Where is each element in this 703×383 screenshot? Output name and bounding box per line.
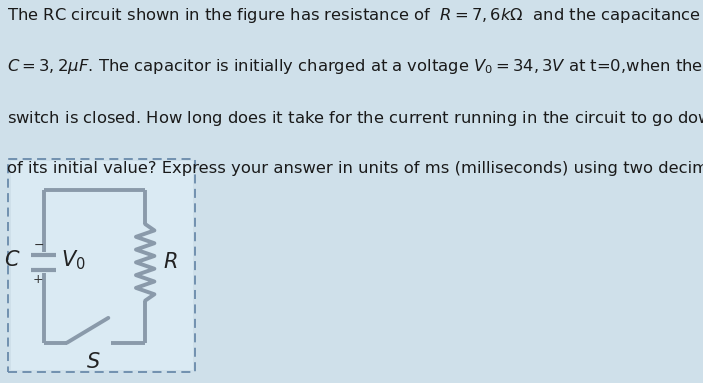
Text: $+$: $+$: [32, 273, 44, 286]
Text: $S$: $S$: [86, 352, 101, 372]
Text: The RC circuit shown in the figure has resistance of  $R = 7,6k\Omega$  and the : The RC circuit shown in the figure has r…: [7, 6, 703, 25]
Text: switch is closed. How long does it take for the current running in the circuit t: switch is closed. How long does it take …: [7, 109, 703, 128]
Text: $C$: $C$: [4, 250, 21, 270]
Text: $V_0$: $V_0$: [61, 249, 86, 272]
Text: $R$: $R$: [162, 252, 177, 272]
Bar: [8, 159, 195, 372]
Text: $C = 3,2\mu F$. The capacitor is initially charged at a voltage $V_0 = 34,3V$ at: $C = 3,2\mu F$. The capacitor is initial…: [7, 57, 703, 77]
Text: of its initial value? Express your answer in units of ms (milliseconds) using tw: of its initial value? Express your answe…: [7, 161, 703, 176]
Bar: [11, 161, 193, 370]
Text: $−$: $−$: [34, 237, 44, 250]
